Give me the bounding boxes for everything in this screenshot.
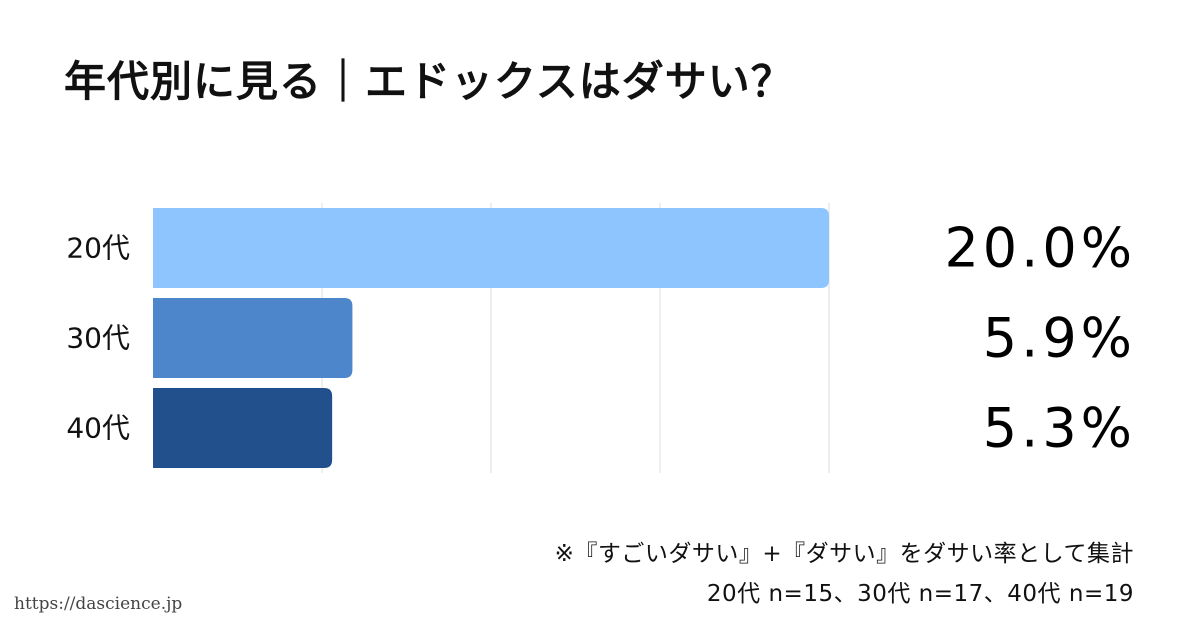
value-label: 5.3% xyxy=(983,397,1136,460)
value-label: 20.0% xyxy=(944,217,1136,280)
chart-title: 年代別に見る｜エドックスはダサい？ xyxy=(64,57,794,106)
category-label: 30代 xyxy=(66,322,130,355)
value-label: 5.9% xyxy=(983,307,1136,370)
bar-1 xyxy=(153,298,353,378)
footnote-method: ※『すごいダサい』+『ダサい』をダサい率として集計 xyxy=(554,541,1134,567)
category-label: 20代 xyxy=(66,232,130,265)
footnote-sample-size: 20代 n=15、30代 n=17、40代 n=19 xyxy=(706,581,1134,607)
category-label: 40代 xyxy=(66,412,130,445)
source-url: https://dascience.jp xyxy=(14,594,183,614)
bar-2 xyxy=(153,388,333,468)
bar-0 xyxy=(153,208,829,288)
